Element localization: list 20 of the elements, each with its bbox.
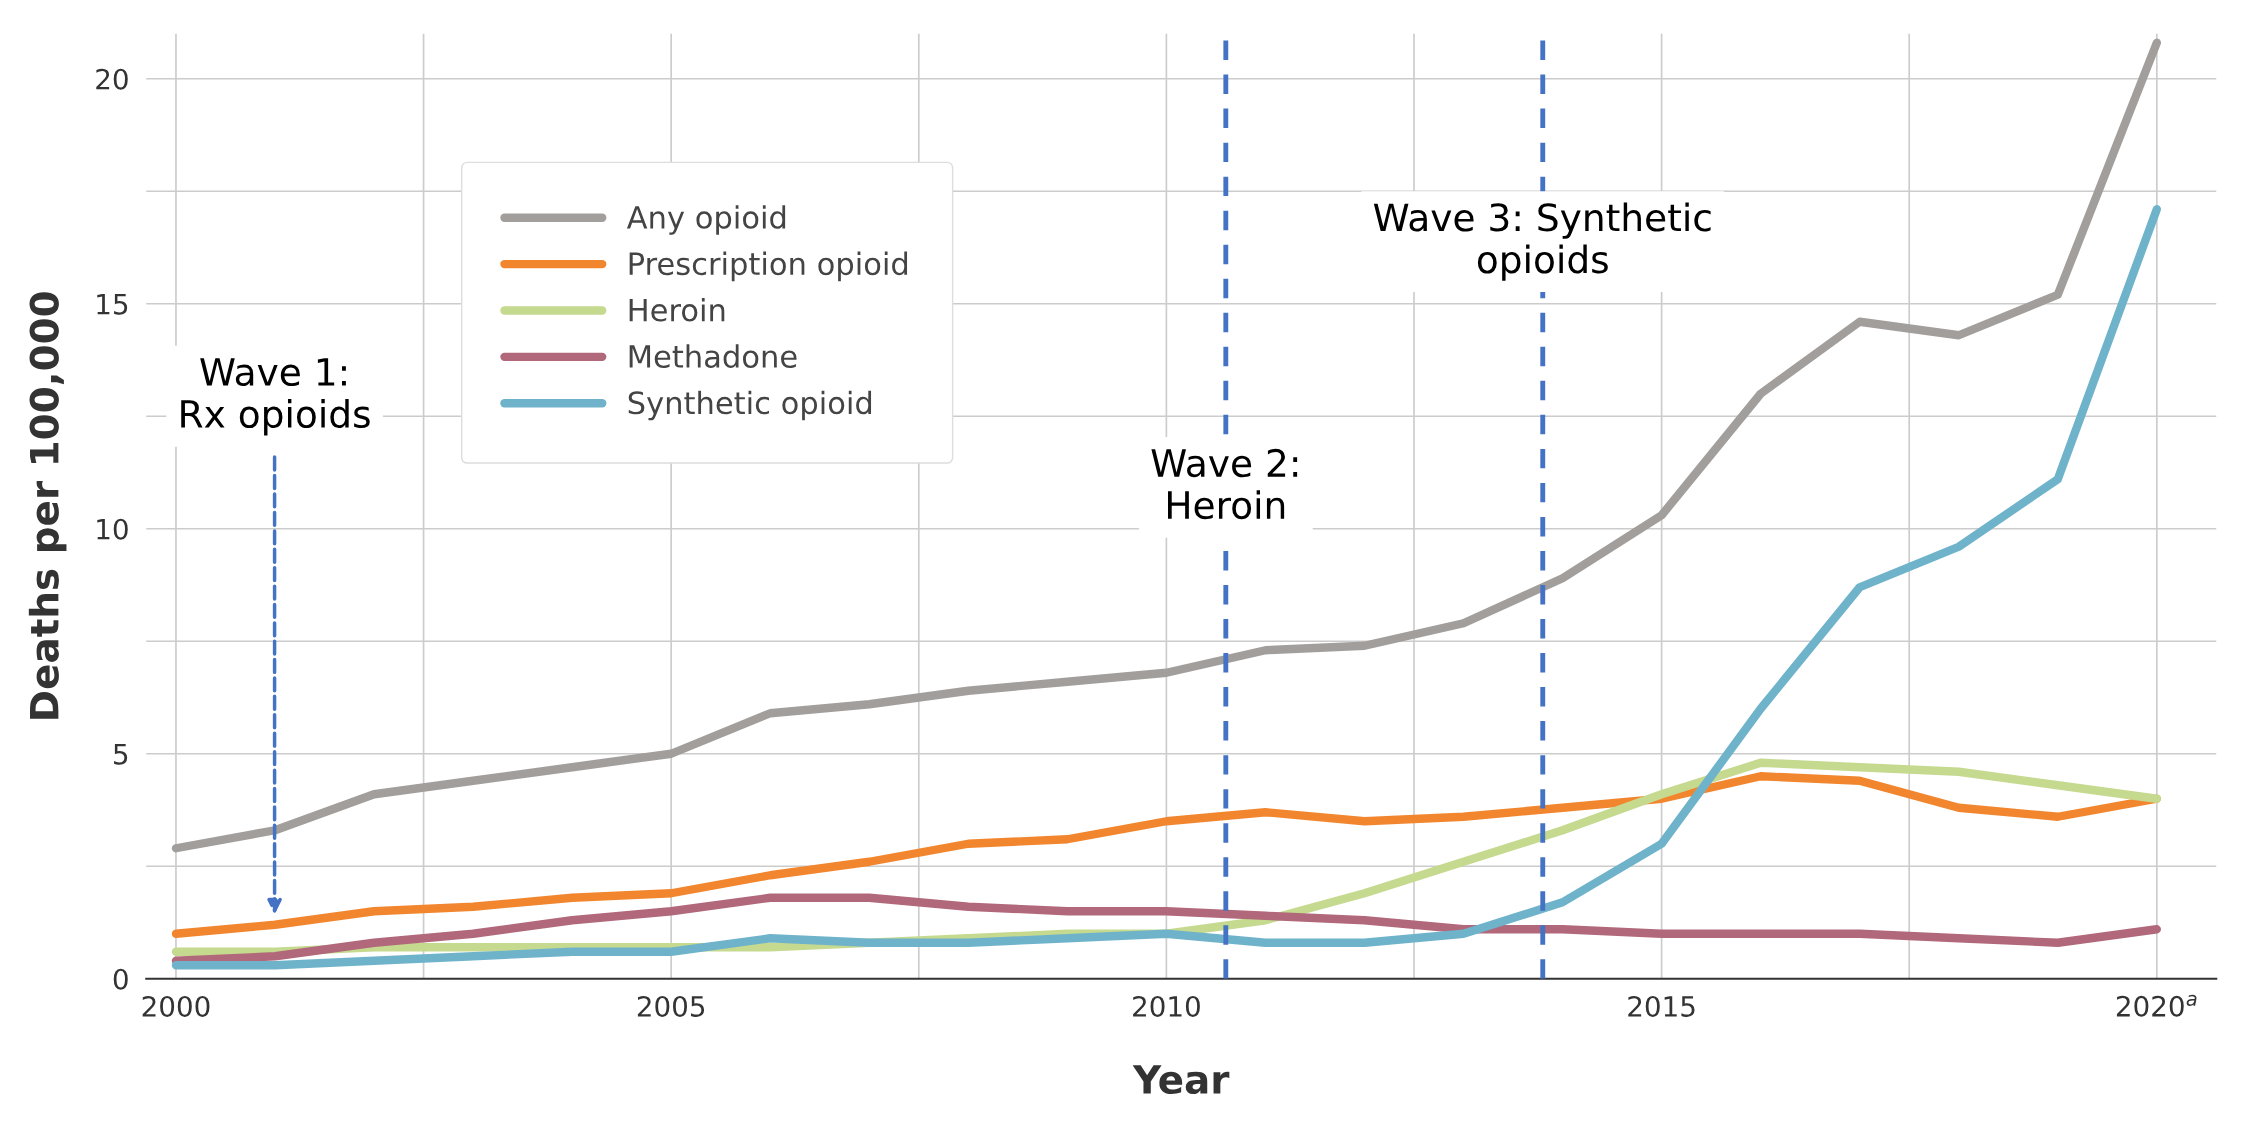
y-tick-label: 20 bbox=[96, 68, 128, 90]
legend-label: Any opioid bbox=[626, 205, 786, 235]
legend-label: Heroin bbox=[629, 297, 725, 322]
y-tick-label: 0 bbox=[113, 968, 128, 990]
legend-label: Synthetic opioid bbox=[628, 390, 872, 421]
y-tick-label: 15 bbox=[97, 294, 128, 315]
legend-label: Methadone bbox=[629, 344, 797, 368]
x-tick-label: 2000 bbox=[142, 995, 210, 1017]
y-tick-label: 5 bbox=[114, 744, 128, 765]
x-tick-label: 2020$^{a}$ bbox=[2116, 994, 2197, 1017]
legend-label: Prescription opioid bbox=[629, 251, 908, 282]
x-tick-label: 2005 bbox=[637, 995, 705, 1017]
y-tick-label: 10 bbox=[97, 518, 128, 540]
y-axis-title: Deaths per 100,000 bbox=[28, 292, 67, 719]
x-tick-label: 2015 bbox=[1628, 995, 1695, 1017]
x-axis-title: Year bbox=[1132, 1065, 1230, 1095]
x-tick-label: 2010 bbox=[1133, 995, 1200, 1017]
ref-line-label: Wave 3: Synthetic opioids bbox=[1373, 202, 1711, 281]
ref-line-label: Wave 2: Heroin bbox=[1151, 448, 1298, 520]
annotation: Wave 1: Rx opioids bbox=[181, 358, 370, 436]
